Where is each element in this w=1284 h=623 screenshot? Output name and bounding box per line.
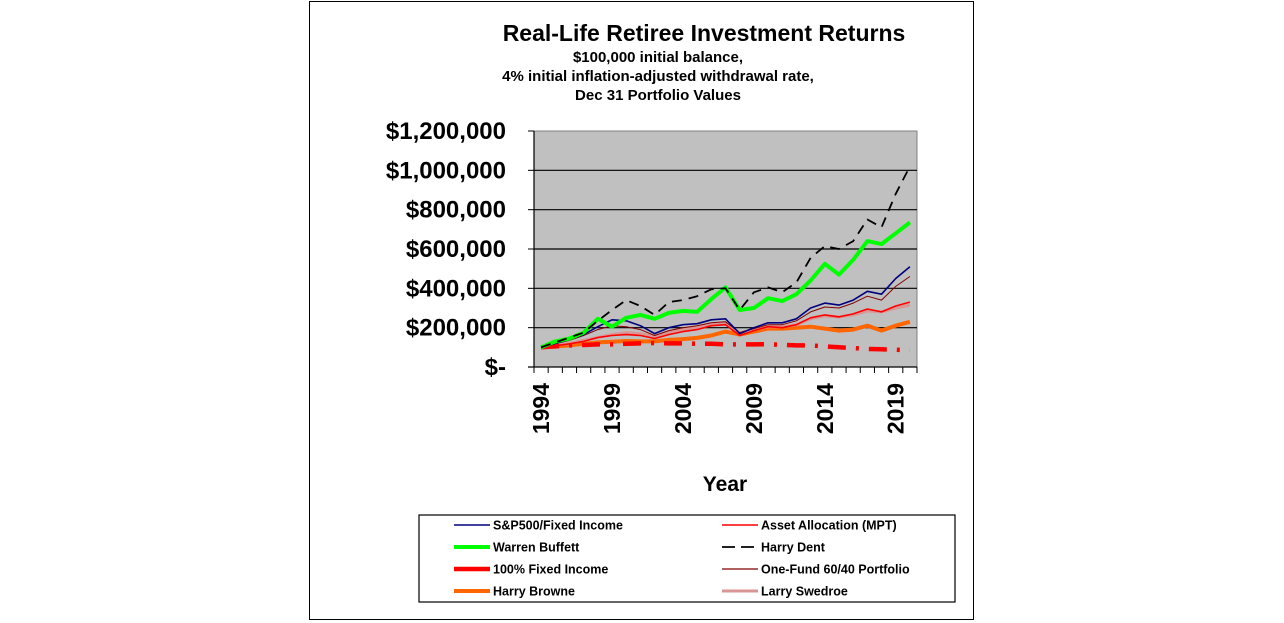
series-line-harry-browne [540, 319, 911, 350]
x-tick-label: 2019 [883, 383, 909, 434]
legend-label: One-Fund 60/40 Portfolio [761, 563, 910, 577]
legend-label: Harry Dent [761, 541, 826, 555]
legend [418, 514, 956, 603]
x-axis: 1994 1999 2004 2009 2014 2019 [528, 366, 918, 434]
y-tick-label: $400,000 [406, 275, 506, 302]
legend-label: Warren Buffett [493, 541, 580, 555]
chart-subtitle-2: 4% initial inflation-adjusted withdrawal… [502, 68, 814, 85]
y-axis: $- $200,000 $400,000 $600,000 $800,000 $1,000… [386, 118, 535, 381]
series-line-asset-allocation-mpt- [541, 301, 911, 349]
legend-label: 100% Fixed Income [493, 563, 608, 577]
x-tick-label: 2014 [812, 383, 838, 434]
y-tick-label: $600,000 [406, 236, 506, 263]
legend-label: S&P500/Fixed Income [493, 519, 623, 533]
x-tick-label: 1999 [599, 383, 625, 434]
y-tick-label: $800,000 [406, 197, 506, 224]
legend-label: Asset Allocation (MPT) [761, 519, 897, 533]
series-line-harry-dent [540, 165, 911, 349]
series-line-warren-buffett [540, 220, 912, 350]
legend-items: S&P500/Fixed Income Asset Allocation (MPT… [454, 519, 910, 599]
x-tick-label: 2009 [741, 383, 767, 434]
chart-subtitle-1: $100,000 initial balance, [573, 49, 743, 66]
series-line-one-fund-60-40-portfolio [540, 276, 911, 348]
y-tick-label: $1,000,000 [386, 157, 506, 184]
y-tick-label: $200,000 [406, 315, 506, 342]
series-line-s-p500-fixed-income [540, 266, 911, 349]
x-tick-label: 2004 [670, 383, 696, 434]
y-tick-label: $- [485, 354, 506, 381]
series-layer [540, 165, 912, 353]
x-tick-label: 1994 [528, 383, 554, 434]
chart-title: Real-Life Retiree Investment Returns [503, 20, 906, 46]
x-axis-label: Year [703, 473, 747, 496]
y-tick-label: $1,200,000 [386, 118, 506, 145]
legend-label: Harry Browne [493, 585, 575, 599]
legend-label: Larry Swedroe [761, 585, 848, 599]
chart-subtitle-3: Dec 31 Portfolio Values [575, 87, 741, 104]
